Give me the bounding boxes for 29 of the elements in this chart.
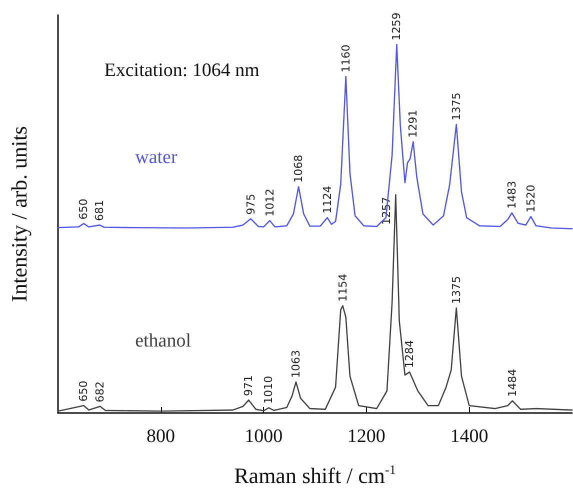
annotation: 1160 [339, 44, 352, 73]
annotation: 975 [244, 194, 258, 215]
annotation: 650 [77, 380, 90, 402]
text: water [135, 147, 178, 168]
annotation: 1259 [390, 12, 404, 40]
text: ethanol [135, 330, 192, 352]
annotation: 1063 [289, 350, 302, 378]
annotation: 1124 [320, 186, 334, 214]
x-tick-label: 1000 [244, 426, 283, 447]
annotation: Excitation: 1064 nm [104, 60, 260, 81]
y-axis-title: Intensity / arb. units [6, 126, 32, 302]
annotation: 1068 [292, 154, 306, 183]
annotation: 681 [93, 200, 106, 222]
annotation: 682 [94, 381, 107, 402]
annotation: 971 [242, 375, 256, 396]
annotation: 1375 [450, 92, 463, 120]
annotation: 1483 [505, 180, 518, 209]
annotation: 1375 [450, 276, 463, 304]
annotation: 1012 [263, 188, 276, 217]
annotation: 1284 [403, 340, 416, 368]
x-tick-label: 1200 [347, 426, 386, 447]
annotation: 1154 [336, 274, 350, 302]
annotation: 1484 [506, 368, 519, 397]
x-tick-label: 800 [146, 426, 176, 447]
x-tick-label: 1400 [450, 426, 488, 447]
annotation: 1520 [524, 184, 538, 213]
annotation: 650 [77, 198, 90, 220]
annotation: 1291 [406, 110, 420, 138]
annotation: 1010 [262, 376, 276, 404]
